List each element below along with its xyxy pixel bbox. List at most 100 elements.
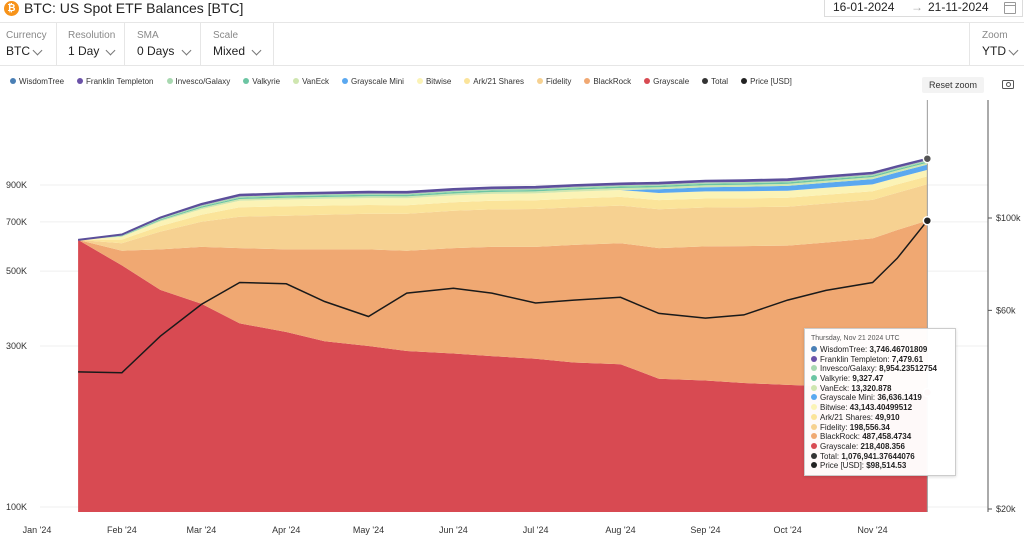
- calendar-icon[interactable]: [1004, 2, 1016, 14]
- x-axis-tick-label: Jul '24: [523, 525, 549, 535]
- legend-item[interactable]: Grayscale Mini: [342, 77, 404, 86]
- date-range-picker[interactable]: 16-01-2024 → 21-11-2024: [824, 0, 1023, 17]
- tooltip-row: VanEck: 13,320.878: [811, 384, 937, 394]
- legend-item[interactable]: Valkyrie: [243, 77, 280, 86]
- tooltip-dot-icon: [811, 375, 817, 382]
- legend-item[interactable]: Grayscale: [644, 77, 689, 86]
- x-axis-tick-label: Sep '24: [690, 525, 720, 535]
- y-axis-tick-label: 100K: [6, 502, 27, 512]
- resolution-value: 1 Day: [68, 44, 100, 58]
- tooltip-dot-icon: [811, 433, 817, 440]
- legend-item[interactable]: VanEck: [293, 77, 329, 86]
- date-from-input[interactable]: 16-01-2024: [833, 0, 895, 14]
- tooltip-series-value: 7,479.61: [891, 354, 924, 364]
- y-axis-tick-label: 700K: [6, 217, 27, 227]
- x-axis-tick-label: May '24: [353, 525, 384, 535]
- y-axis-tick-label: 500K: [6, 266, 27, 276]
- legend-label: Ark/21 Shares: [473, 77, 524, 86]
- chart-title: BTC: US Spot ETF Balances [BTC]: [24, 0, 244, 16]
- chart-legend: WisdomTree Franklin Templeton Invesco/Gala…: [10, 77, 805, 89]
- area-bitwise: [78, 169, 928, 240]
- currency-select[interactable]: Currency BTC: [0, 23, 57, 65]
- total-line: [77, 157, 928, 241]
- tooltip-row: Total: 1,076,941.37644076: [811, 452, 937, 462]
- legend-label: Valkyrie: [252, 77, 281, 86]
- sma-value: 0 Days: [137, 44, 175, 58]
- sma-label: SMA: [137, 30, 159, 41]
- price-line: [78, 220, 928, 374]
- legend-item[interactable]: Ark/21 Shares: [464, 77, 524, 86]
- chevron-down-icon: [251, 45, 262, 56]
- legend-label: Fidelity: [546, 77, 572, 86]
- tooltip-series-name: Ark/21 Shares:: [820, 412, 876, 422]
- x-axis-tick-label: Oct '24: [774, 525, 802, 535]
- legend-dot-icon: [10, 78, 16, 84]
- resolution-select[interactable]: Resolution 1 Day: [57, 23, 125, 65]
- tooltip-series-value: 1,076,941.37644076: [841, 451, 915, 461]
- tooltip-series-value: 218,408.356: [860, 441, 905, 451]
- legend-dot-icon: [77, 78, 84, 84]
- tooltip-row: Franklin Templeton: 7,479.61: [811, 355, 937, 365]
- legend-item[interactable]: Bitwise: [416, 77, 451, 86]
- camera-icon[interactable]: [1002, 80, 1014, 89]
- legend-item[interactable]: BlackRock: [584, 77, 631, 86]
- legend-dot-icon: [537, 78, 543, 84]
- legend-dot-icon: [702, 78, 709, 84]
- bitcoin-logo-icon: ₿: [4, 1, 19, 16]
- chevron-down-icon: [181, 45, 192, 56]
- tooltip-dot-icon: [811, 355, 817, 362]
- date-to-input[interactable]: 21-11-2024: [928, 0, 989, 14]
- legend-item[interactable]: WisdomTree: [10, 77, 64, 86]
- tooltip-series-name: Invesco/Galaxy:: [820, 364, 880, 374]
- legend-item[interactable]: Franklin Templeton: [77, 77, 154, 86]
- tooltip-series-value: 487,458.4734: [862, 432, 912, 442]
- chevron-down-icon: [105, 45, 116, 56]
- scale-label: Scale: [213, 30, 239, 41]
- tooltip-dot-icon: [811, 452, 817, 459]
- legend-item[interactable]: Invesco/Galaxy: [166, 77, 230, 86]
- legend-item[interactable]: Price [USD]: [741, 77, 792, 86]
- legend-item[interactable]: Fidelity: [537, 77, 571, 86]
- tooltip-series-name: Valkyrie:: [820, 374, 853, 384]
- x-axis-tick-label: Jan '24: [23, 525, 52, 535]
- tooltip-dot-icon: [811, 462, 817, 469]
- tooltip-series-name: Grayscale Mini:: [820, 393, 878, 403]
- legend-dot-icon: [416, 78, 423, 84]
- legend-item[interactable]: Total: [702, 77, 728, 86]
- tooltip-series-name: Price [USD]:: [820, 461, 867, 471]
- sma-select[interactable]: SMA 0 Days: [125, 23, 201, 65]
- tooltip-row: Valkyrie: 9,327.47: [811, 374, 937, 384]
- tooltip-dot-icon: [811, 365, 817, 372]
- currency-value: BTC: [6, 44, 30, 58]
- reset-zoom-button[interactable]: Reset zoom: [922, 77, 984, 93]
- tooltip-series-value: 198,556.34: [849, 422, 890, 432]
- legend-dot-icon: [166, 78, 173, 84]
- y-axis-tick-label: 300K: [6, 341, 27, 351]
- zoom-select[interactable]: Zoom YTD: [969, 23, 1024, 65]
- resolution-label: Resolution: [68, 30, 116, 41]
- tooltip-row: Invesco/Galaxy: 8,954.23512754: [811, 364, 937, 374]
- tooltip-dot-icon: [811, 404, 817, 411]
- x-axis-tick-label: Aug '24: [605, 525, 635, 535]
- tooltip-series-value: 49,910: [875, 412, 900, 422]
- tooltip-series-value: 43,143.40499512: [849, 403, 913, 413]
- right-axis-tick-label: $100k: [996, 213, 1021, 223]
- arrow-right-icon: →: [911, 0, 923, 14]
- legend-label: WisdomTree: [19, 77, 65, 86]
- tooltip-row: Bitwise: 43,143.40499512: [811, 403, 937, 413]
- tooltip-row: Price [USD]: $98,514.53: [811, 461, 937, 471]
- legend-dot-icon: [342, 78, 349, 84]
- price-marker: [922, 215, 933, 226]
- tooltip-series-name: BlackRock:: [820, 432, 863, 442]
- chart-tooltip: Thursday, Nov 21 2024 UTC WisdomTree: 3,…: [804, 328, 956, 476]
- tooltip-series-value: 9,327.47: [852, 374, 884, 384]
- legend-label: VanEck: [302, 77, 330, 86]
- chart-controls: Currency BTC Resolution 1 Day SMA 0 Days…: [0, 23, 1024, 66]
- total-marker: [922, 153, 933, 164]
- legend-dot-icon: [644, 78, 651, 84]
- y-axis-tick-label: 900K: [6, 180, 27, 190]
- area-fidelity: [78, 184, 928, 251]
- tooltip-row: BlackRock: 487,458.4734: [811, 432, 937, 442]
- scale-select[interactable]: Scale Mixed: [201, 23, 274, 65]
- tooltip-row: Grayscale: 218,408.356: [811, 442, 937, 452]
